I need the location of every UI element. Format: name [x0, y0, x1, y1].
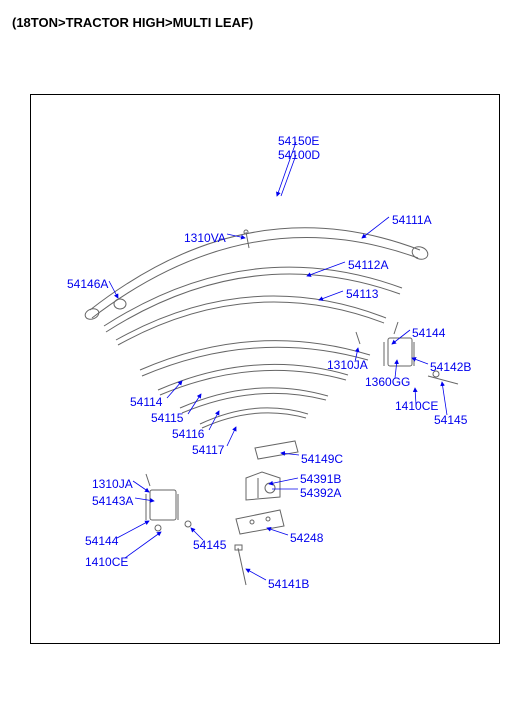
leader-line [412, 358, 428, 364]
leader-line [109, 281, 118, 298]
part-label-54145: 54145 [434, 413, 467, 427]
part-label-1410CE_b: 1410CE [85, 555, 128, 569]
part-label-54149C: 54149C [301, 452, 343, 466]
part-label-54391B: 54391B [300, 472, 341, 486]
part-label-1310JA_b: 1310JA [92, 477, 133, 491]
leader-line [188, 394, 201, 414]
leader-line [125, 532, 161, 558]
leader-line [319, 291, 343, 300]
leader-line [246, 569, 266, 580]
leader-line [135, 498, 154, 501]
part-label-54116: 54116 [172, 427, 204, 441]
part-label-54100D: 54100D [278, 148, 320, 162]
part-label-54146A: 54146A [67, 277, 108, 291]
part-label-54143A: 54143A [92, 494, 133, 508]
part-label-54248: 54248 [290, 531, 323, 545]
leader-line [227, 234, 245, 238]
leader-line [267, 528, 288, 535]
part-label-54150E: 54150E [278, 134, 319, 148]
leader-line [209, 411, 219, 430]
leader-line [269, 478, 298, 484]
part-label-54392A: 54392A [300, 486, 341, 500]
leader-line [227, 427, 236, 446]
part-label-54117: 54117 [192, 443, 224, 457]
leader-line [362, 217, 389, 238]
leader-line [133, 481, 149, 492]
leader-line [392, 330, 410, 344]
part-label-54112A: 54112A [348, 258, 388, 272]
leader-line [117, 521, 149, 538]
part-label-54144: 54144 [412, 326, 445, 340]
part-label-54142B: 54142B [430, 360, 471, 374]
leader-line [167, 381, 182, 398]
leader-line [281, 453, 299, 455]
part-label-1310JA: 1310JA [327, 358, 368, 372]
part-label-54141B: 54141B [268, 577, 309, 591]
part-label-54114: 54114 [130, 395, 162, 409]
part-label-54111A: 54111A [392, 213, 432, 227]
part-label-54145_b: 54145 [193, 538, 226, 552]
part-label-1310VA: 1310VA [184, 231, 226, 245]
leader-line [442, 382, 447, 415]
part-label-1360GG: 1360GG [365, 375, 410, 389]
leader-line [307, 262, 345, 276]
part-label-54144_b: 54144 [85, 534, 118, 548]
part-label-54115: 54115 [151, 411, 183, 425]
part-label-1410CE: 1410CE [395, 399, 438, 413]
part-label-54113: 54113 [346, 287, 378, 301]
